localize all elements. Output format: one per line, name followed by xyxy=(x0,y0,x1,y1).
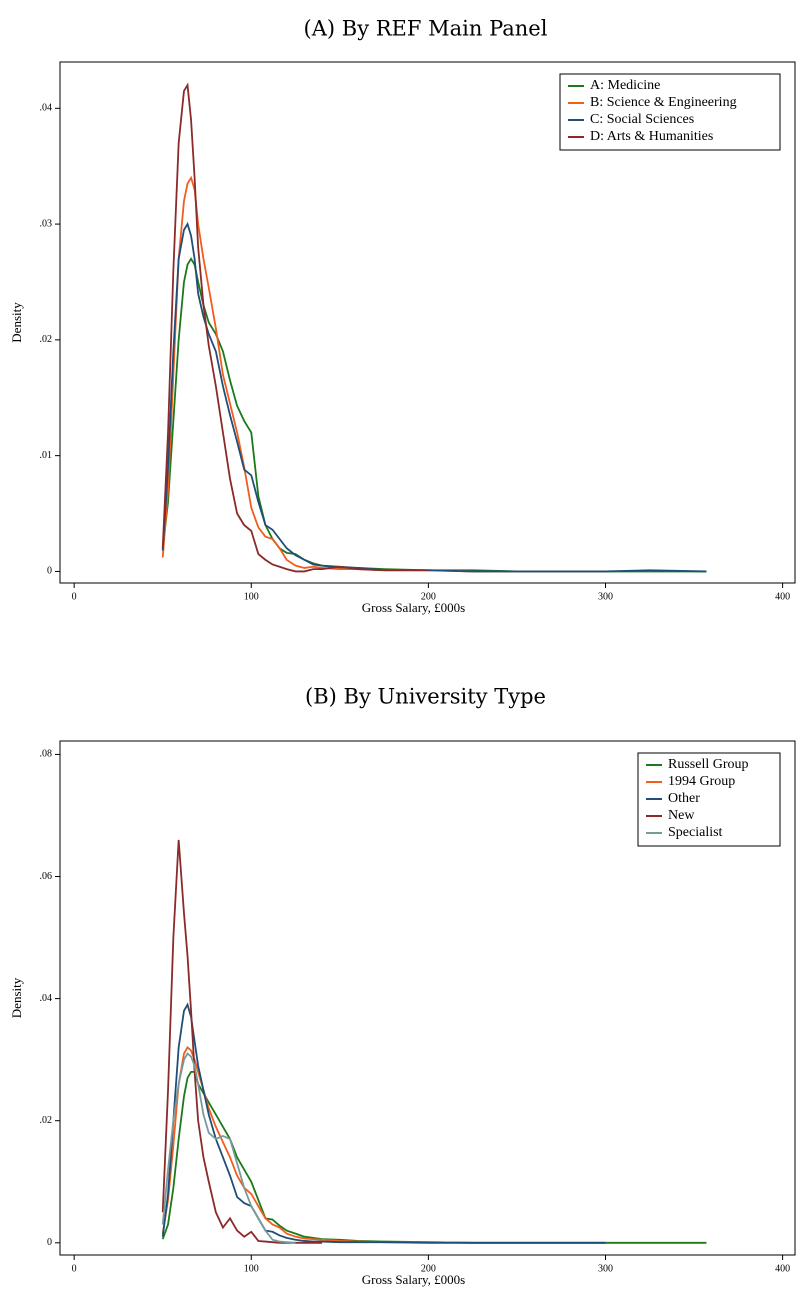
legend-label: B: Science & Engineering xyxy=(590,95,737,110)
legend-label: New xyxy=(668,808,695,823)
legend: Russell Group 1994 Group Other New Specialis… xyxy=(637,752,781,847)
y-axis-label: Density xyxy=(9,302,24,343)
y-axis-label: Density xyxy=(9,977,24,1018)
y-tick-label: .02 xyxy=(40,1115,53,1126)
legend: A: Medicine B: Science & Engineering C: So… xyxy=(559,73,781,151)
x-tick-label: 200 xyxy=(421,591,436,602)
x-tick-label: 0 xyxy=(72,591,77,602)
legend-box xyxy=(559,73,781,151)
x-tick-label: 400 xyxy=(775,591,790,602)
plot-frame xyxy=(59,61,796,584)
x-axis-label: Gross Salary, £000s xyxy=(362,1272,466,1287)
y-tick-label: .01 xyxy=(40,450,53,461)
legend-label: C: Social Sciences xyxy=(590,112,694,127)
legend-label: Specialist xyxy=(668,825,723,840)
legend-label: 1994 Group xyxy=(668,774,735,789)
y-tick-label: 0 xyxy=(47,1237,52,1248)
x-tick-label: 300 xyxy=(598,591,613,602)
legend-label: D: Arts & Humanities xyxy=(590,129,713,144)
y-tick-label: .04 xyxy=(40,103,53,114)
x-axis-label: Gross Salary, £000s xyxy=(362,600,466,615)
density-line xyxy=(161,1070,707,1244)
chart-title: (A) By REF Main Panel xyxy=(304,17,548,41)
y-tick-label: .04 xyxy=(40,993,53,1004)
y-tick-label: .06 xyxy=(40,871,53,882)
x-tick-label: 200 xyxy=(421,1263,436,1274)
density-line xyxy=(161,1046,606,1244)
legend-box xyxy=(637,752,781,847)
density-line xyxy=(161,1052,296,1244)
x-tick-label: 300 xyxy=(598,1263,613,1274)
x-tick-label: 100 xyxy=(244,1263,259,1274)
y-tick-label: .03 xyxy=(40,218,53,229)
density-line xyxy=(161,221,707,573)
density-line xyxy=(161,1002,606,1244)
legend-label: Russell Group xyxy=(668,757,749,772)
y-tick-label: .08 xyxy=(40,749,53,760)
x-tick-label: 100 xyxy=(244,591,259,602)
x-tick-label: 400 xyxy=(775,1263,790,1274)
y-tick-label: 0 xyxy=(47,566,52,577)
chart-title: (B) By University Type xyxy=(305,685,546,709)
y-tick-label: .02 xyxy=(40,334,53,345)
legend-label: Other xyxy=(668,791,700,806)
plot-frame xyxy=(59,740,796,1256)
x-tick-label: 0 xyxy=(72,1263,77,1274)
density-line xyxy=(161,82,429,573)
legend-label: A: Medicine xyxy=(590,78,660,93)
